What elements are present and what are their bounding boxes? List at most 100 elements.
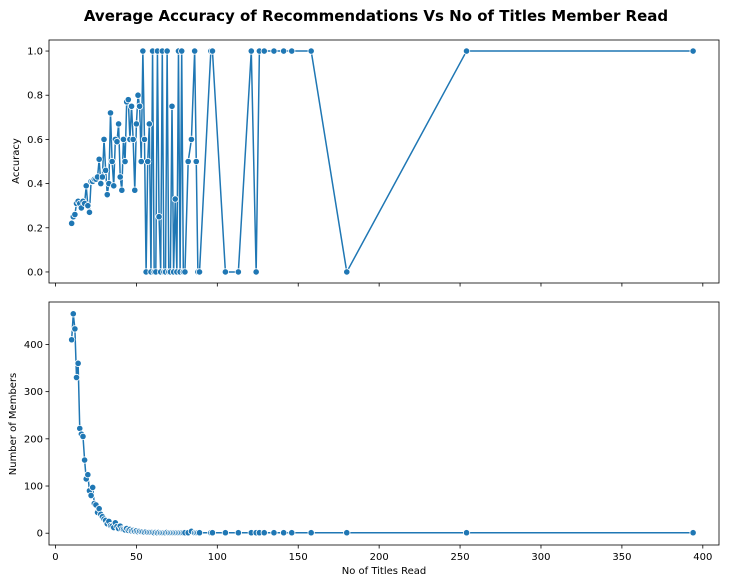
accuracy-data-point <box>102 166 110 174</box>
accuracy-data-point <box>145 120 153 128</box>
members-data-point <box>84 471 92 479</box>
members-data-point <box>270 529 278 537</box>
accuracy-data-point <box>121 157 129 166</box>
accuracy-data-point <box>184 157 192 166</box>
members-data-point <box>462 529 471 537</box>
members-x-axis-label: No of Titles Read <box>342 566 427 577</box>
members-y-tick-label: 300 <box>24 387 43 398</box>
members-x-tick-label: 150 <box>289 552 308 563</box>
accuracy-data-point <box>134 91 142 99</box>
members-x-tick-label: 0 <box>52 552 58 563</box>
members-data-point <box>280 529 288 537</box>
members-y-tick-label: 100 <box>24 482 43 493</box>
members-x-tick-label: 300 <box>531 552 550 563</box>
accuracy-data-point <box>234 268 242 276</box>
members-x-tick-label: 50 <box>130 552 143 563</box>
accuracy-data-point <box>288 47 296 55</box>
accuracy-data-point <box>100 135 108 144</box>
accuracy-y-tick-label: 0.8 <box>27 91 43 102</box>
accuracy-data-point <box>103 191 111 199</box>
members-data-point <box>195 529 204 537</box>
accuracy-data-point <box>116 173 124 181</box>
accuracy-data-point <box>132 120 140 128</box>
members-y-tick-label: 400 <box>24 340 43 351</box>
members-y-axis-label: Number of Members <box>8 373 19 476</box>
accuracy-y-tick-label: 0.6 <box>27 135 43 146</box>
members-y-tick-label: 200 <box>24 434 43 445</box>
accuracy-data-point <box>343 268 351 276</box>
accuracy-data-point <box>163 47 171 55</box>
accuracy-data-point <box>98 173 107 181</box>
accuracy-data-point <box>221 268 229 276</box>
accuracy-data-point <box>178 47 186 55</box>
accuracy-data-point <box>106 109 115 117</box>
accuracy-data-point <box>137 157 145 166</box>
accuracy-axes-frame <box>48 39 720 284</box>
accuracy-data-point <box>127 102 136 110</box>
accuracy-data-point <box>155 213 163 221</box>
accuracy-data-point <box>131 186 139 194</box>
accuracy-data-point <box>462 47 471 55</box>
accuracy-data-point <box>119 135 128 144</box>
members-data-point <box>221 529 229 537</box>
accuracy-data-point <box>84 202 92 210</box>
members-data-point <box>79 432 87 441</box>
accuracy-data-point <box>689 47 697 55</box>
accuracy-data-point <box>124 96 132 104</box>
accuracy-data-point <box>247 47 255 55</box>
accuracy-data-point <box>68 219 76 227</box>
members-data-point <box>72 373 81 382</box>
accuracy-data-point <box>71 210 79 219</box>
accuracy-data-point <box>110 182 118 190</box>
members-data-point <box>87 491 95 500</box>
accuracy-data-point <box>113 138 121 146</box>
members-y-tick-label: 0 <box>37 529 43 540</box>
accuracy-data-point <box>139 47 147 55</box>
accuracy-data-point <box>192 157 200 166</box>
accuracy-panel: Accuracy 0.0 0.2 0.4 0.6 0.8 1.0 <box>11 39 720 287</box>
members-x-tick-label: 250 <box>451 552 470 563</box>
accuracy-data-point <box>270 47 278 55</box>
accuracy-ticks: 0.0 0.2 0.4 0.6 0.8 1.0 <box>27 47 704 287</box>
members-data-point <box>260 529 268 537</box>
members-data-point <box>69 310 77 318</box>
accuracy-y-tick-label: 0.0 <box>27 267 43 278</box>
accuracy-data-point <box>191 47 199 55</box>
accuracy-y-tick-label: 0.2 <box>27 223 43 234</box>
members-panel: Number of Members No of Titles Read 0 50 1… <box>8 301 720 577</box>
chart-title: Average Accuracy of Recommendations Vs N… <box>84 7 668 25</box>
accuracy-data-point <box>280 47 288 55</box>
accuracy-data-point <box>307 47 315 55</box>
accuracy-data-point <box>208 47 217 55</box>
accuracy-data-point <box>260 47 268 55</box>
members-x-tick-label: 200 <box>370 552 389 563</box>
accuracy-data-point <box>118 186 126 194</box>
accuracy-data-point <box>195 268 204 276</box>
accuracy-y-axis-label: Accuracy <box>11 138 22 184</box>
accuracy-data-point <box>85 208 94 216</box>
members-data-point <box>689 529 697 537</box>
members-data-point <box>288 529 296 537</box>
accuracy-data-point <box>252 268 260 276</box>
accuracy-y-tick-label: 0.4 <box>27 179 43 190</box>
members-series <box>68 310 697 537</box>
accuracy-data-point <box>129 135 137 144</box>
members-data-point <box>68 336 76 344</box>
accuracy-data-point <box>181 268 189 276</box>
members-data-point <box>208 529 217 537</box>
members-data-point <box>343 529 351 537</box>
members-data-point <box>234 529 242 537</box>
accuracy-series <box>68 47 697 276</box>
accuracy-data-point <box>108 157 116 166</box>
accuracy-data-point <box>97 179 105 188</box>
accuracy-y-tick-label: 1.0 <box>27 47 43 58</box>
accuracy-data-point <box>95 155 103 163</box>
members-data-point <box>89 483 97 492</box>
members-data-point <box>81 456 89 464</box>
accuracy-data-point <box>187 135 196 144</box>
accuracy-data-point <box>140 135 149 144</box>
members-ticks: 0 50 100 150 200 250 300 350 400 0 100 200 300 400 <box>24 340 712 563</box>
members-x-tick-label: 350 <box>612 552 631 563</box>
